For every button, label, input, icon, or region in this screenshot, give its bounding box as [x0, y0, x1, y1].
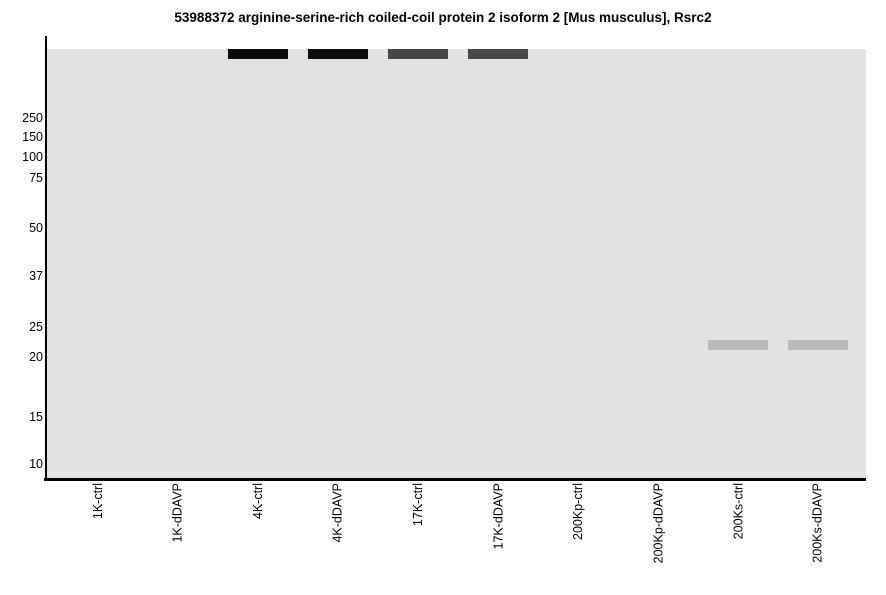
y-axis-tick-label: 50 — [29, 221, 43, 235]
y-axis-tick-label: 150 — [22, 130, 43, 144]
y-axis-tick-label: 10 — [29, 457, 43, 471]
y-axis-tick-label: 250 — [22, 111, 43, 125]
y-axis-line — [45, 36, 47, 481]
gel-plot-area — [47, 49, 866, 478]
gel-band — [708, 340, 768, 350]
y-axis-tick-label: 20 — [29, 350, 43, 364]
y-axis-tick-label: 75 — [29, 171, 43, 185]
y-axis-tick-label: 25 — [29, 320, 43, 334]
y-axis-tick-label: 100 — [22, 150, 43, 164]
gel-band — [468, 49, 528, 59]
gel-band — [788, 340, 848, 350]
y-axis-tick-label: 15 — [29, 410, 43, 424]
x-axis-line — [44, 478, 866, 481]
gel-band — [388, 49, 448, 59]
y-axis-tick-label: 37 — [29, 269, 43, 283]
chart-title: 53988372 arginine-serine-rich coiled-coi… — [174, 10, 712, 25]
gel-band — [308, 49, 368, 59]
gel-band — [228, 49, 288, 59]
